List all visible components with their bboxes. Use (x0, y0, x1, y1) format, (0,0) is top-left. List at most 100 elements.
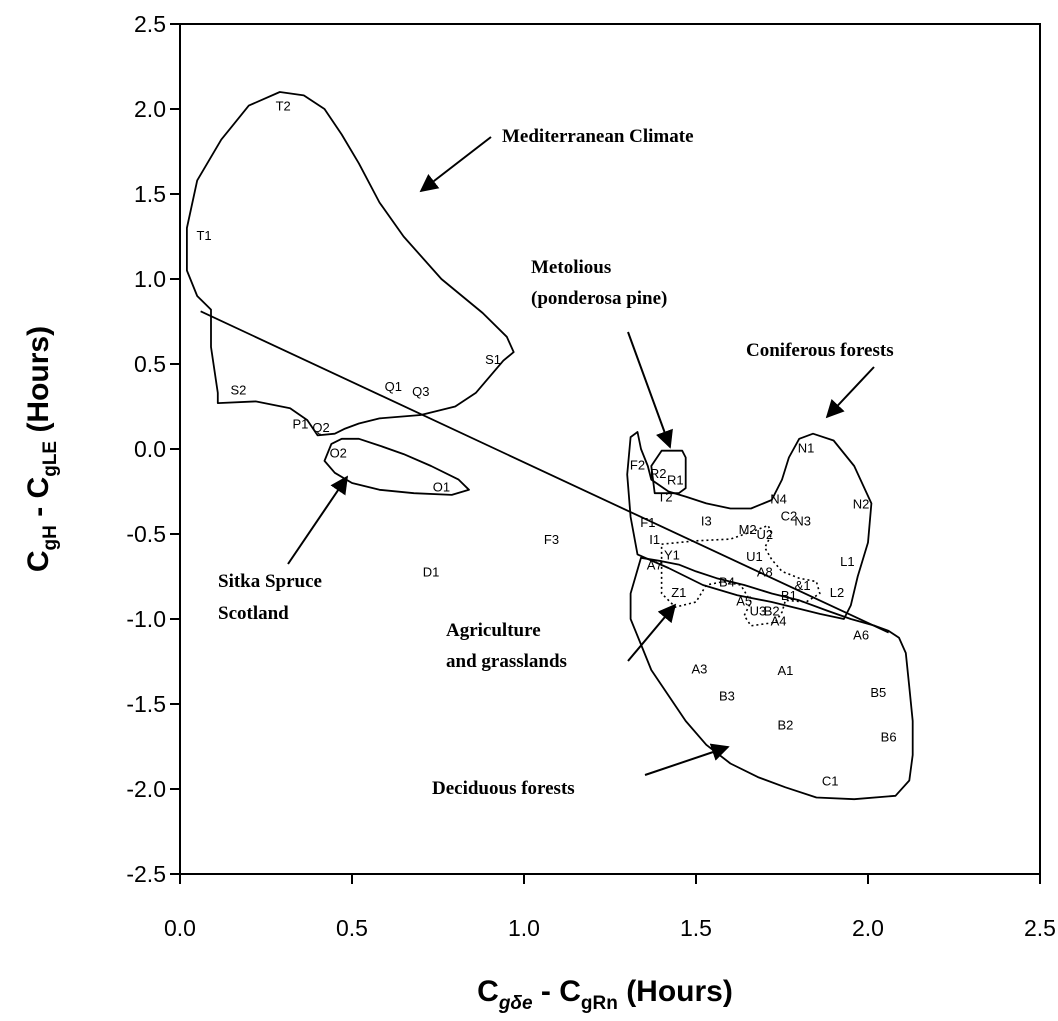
y-tick-label: 0.0 (134, 436, 166, 462)
point-label: B6 (881, 729, 897, 744)
annotation-sitka-line2: Scotland (218, 603, 289, 624)
region-outline-0 (185, 91, 515, 437)
y-axis-title-unit: (Hours) (22, 326, 55, 441)
y-axis-title-sub1: gH (40, 525, 61, 550)
annotation-mediterranean: Mediterranean Climate (502, 126, 694, 147)
point-label: N3 (794, 513, 811, 528)
annotation-metolious-line1: Metolious (531, 257, 611, 278)
point-label: U2 (756, 527, 773, 542)
arrow-agriculture (627, 603, 677, 662)
point-label: F2 (630, 457, 645, 472)
point-label: L2 (830, 585, 844, 600)
arrow-metolious (627, 331, 673, 449)
x-axis-title-sub1: gδe (498, 993, 533, 1014)
y-axis-title-main: C (22, 550, 55, 572)
point-label: F1 (640, 515, 655, 530)
point-label: O2 (330, 445, 347, 460)
point-label: B3 (719, 689, 735, 704)
point-label: U1 (746, 549, 763, 564)
y-axis-ticks: 2.5 2.0 1.5 1.0 0.5 0.0 -0.5 -1.0 -1.5 -2.0 -2.5 (126, 11, 180, 887)
y-tick-label: -1.0 (126, 606, 166, 632)
y-axis-title-mid: - C (22, 477, 55, 525)
trend-line-group (200, 310, 890, 634)
point-label: B4 (719, 575, 735, 590)
point-label: T2 (657, 490, 672, 505)
point-label: A4 (771, 614, 787, 629)
arrow-coniferous (825, 366, 875, 419)
point-label: R1 (667, 473, 684, 488)
region-outlines (185, 91, 914, 801)
point-label: S2 (231, 383, 247, 398)
point-label: T1 (196, 228, 211, 243)
point-label: B2 (777, 717, 793, 732)
y-tick-label: -0.5 (126, 521, 166, 547)
x-axis-ticks: 0.0 0.5 1.0 1.5 2.0 2.5 (164, 874, 1056, 941)
point-label: R2 (650, 466, 667, 481)
annotation-sitka-line1: Sitka Spruce (218, 571, 322, 592)
point-label: F3 (544, 532, 559, 547)
arrow-deciduous (644, 743, 730, 776)
x-tick-label: 1.5 (680, 915, 712, 941)
y-tick-label: -2.0 (126, 776, 166, 802)
x-axis-title-mid: - C (533, 975, 581, 1008)
point-label: Q3 (412, 384, 429, 399)
annotation-deciduous: Deciduous forests (432, 778, 575, 799)
point-label: P1 (292, 417, 308, 432)
annotation-metolious-line2: (ponderosa pine) (531, 288, 667, 309)
point-label: N4 (770, 491, 787, 506)
point-label: B5 (870, 685, 886, 700)
y-tick-label: 1.0 (134, 266, 166, 292)
point-label: A8 (757, 564, 773, 579)
point-label: A5 (736, 593, 752, 608)
point-label: Z1 (671, 585, 686, 600)
region-outline-4 (629, 556, 914, 801)
x-tick-label: 2.5 (1024, 915, 1056, 941)
x-tick-label: 0.5 (336, 915, 368, 941)
point-label: C1 (822, 774, 839, 789)
point-label: &1 (795, 578, 811, 593)
point-label: N2 (853, 496, 870, 511)
y-tick-label: 2.0 (134, 96, 166, 122)
x-tick-label: 0.0 (164, 915, 196, 941)
point-label: N1 (798, 440, 815, 455)
point-label: L1 (840, 554, 854, 569)
point-label: U3 (750, 604, 767, 619)
point-label: B2 (764, 604, 780, 619)
point-label: D1 (423, 564, 440, 579)
point-label: I1 (649, 532, 660, 547)
x-tick-label: 2.0 (852, 915, 884, 941)
region-outline-3 (626, 431, 873, 620)
y-tick-label: 2.5 (134, 11, 166, 37)
point-label: S1 (485, 352, 501, 367)
point-label: M2 (739, 522, 757, 537)
point-label: Y1 (664, 547, 680, 562)
x-axis-title-main: C (477, 975, 499, 1008)
y-axis-title: CgH - CgLE (Hours) (22, 326, 61, 572)
point-label: T2 (276, 99, 291, 114)
point-label: B1 (781, 588, 797, 603)
x-axis-title: Cgδe - CgRn (Hours) (477, 975, 733, 1014)
trend-line (200, 310, 890, 634)
region-outline-2 (650, 449, 687, 495)
annotations: Mediterranean Climate Metolious (pondero… (218, 126, 894, 799)
plot-frame (179, 23, 1041, 875)
plot-area (179, 23, 1041, 875)
x-tick-label: 1.0 (508, 915, 540, 941)
point-label: I3 (701, 513, 712, 528)
point-label: A6 (853, 627, 869, 642)
annotation-coniferous: Coniferous forests (746, 340, 894, 361)
x-axis-title-unit: (Hours) (618, 975, 733, 1008)
point-label: A1 (777, 663, 793, 678)
point-label: A3 (691, 661, 707, 676)
arrow-sitka (287, 475, 349, 565)
y-tick-label: -1.5 (126, 691, 166, 717)
annotation-agriculture-line1: Agriculture (446, 620, 541, 641)
y-tick-label: -2.5 (126, 861, 166, 887)
x-axis-title-sub2: gRn (581, 993, 618, 1014)
y-tick-label: 0.5 (134, 351, 166, 377)
y-axis-title-sub2: gLE (40, 441, 61, 477)
annotation-agriculture-line2: and grasslands (446, 651, 567, 672)
point-label: C2 (781, 508, 798, 523)
